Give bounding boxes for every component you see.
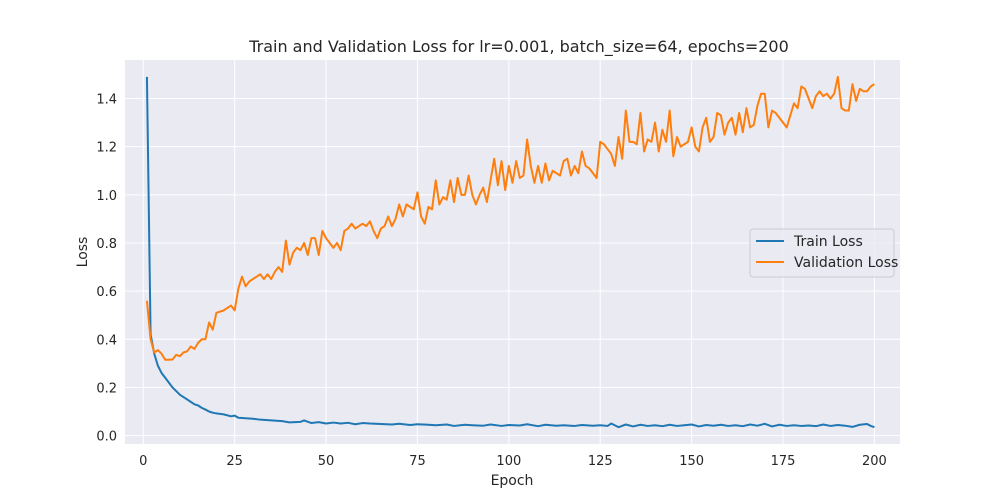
y-axis-label: Loss	[75, 237, 91, 268]
legend-box	[749, 228, 895, 278]
y-tick-label: 0.0	[96, 430, 117, 445]
y-tick-label: 1.0	[96, 189, 117, 204]
legend-label-validation-loss: Validation Loss	[794, 255, 898, 271]
y-tick-label: 1.4	[96, 93, 117, 108]
series-line-train-loss	[145, 76, 875, 429]
x-tick-label: 100	[496, 454, 521, 469]
y-tick-label: 0.2	[96, 381, 117, 396]
y-tick-label: 0.6	[96, 285, 117, 300]
y-tick-label: 1.2	[96, 141, 117, 156]
x-tick-label: 75	[409, 454, 426, 469]
x-tick-label: 125	[588, 454, 613, 469]
x-tick-label: 25	[226, 454, 243, 469]
x-tick-label: 175	[771, 454, 796, 469]
series-lines	[145, 75, 875, 429]
x-axis-label: Epoch	[491, 473, 534, 489]
series-line-validation-loss	[145, 75, 875, 361]
x-tick-label: 0	[139, 454, 147, 469]
x-tick-label: 200	[862, 454, 887, 469]
y-tick-label: 0.4	[96, 333, 117, 348]
x-tick-label: 50	[318, 454, 335, 469]
chart-title: Train and Validation Loss for lr=0.001, …	[248, 37, 789, 57]
tick-labels: 0 25 50 75 100 125 150 175 200 0.0 0.2 0.4 0.6 0.8 1.0…	[96, 93, 887, 469]
legend: Train Loss Validation Loss	[749, 228, 898, 278]
legend-label-train-loss: Train Loss	[793, 234, 863, 250]
y-tick-label: 0.8	[96, 237, 117, 252]
x-tick-label: 150	[679, 454, 704, 469]
